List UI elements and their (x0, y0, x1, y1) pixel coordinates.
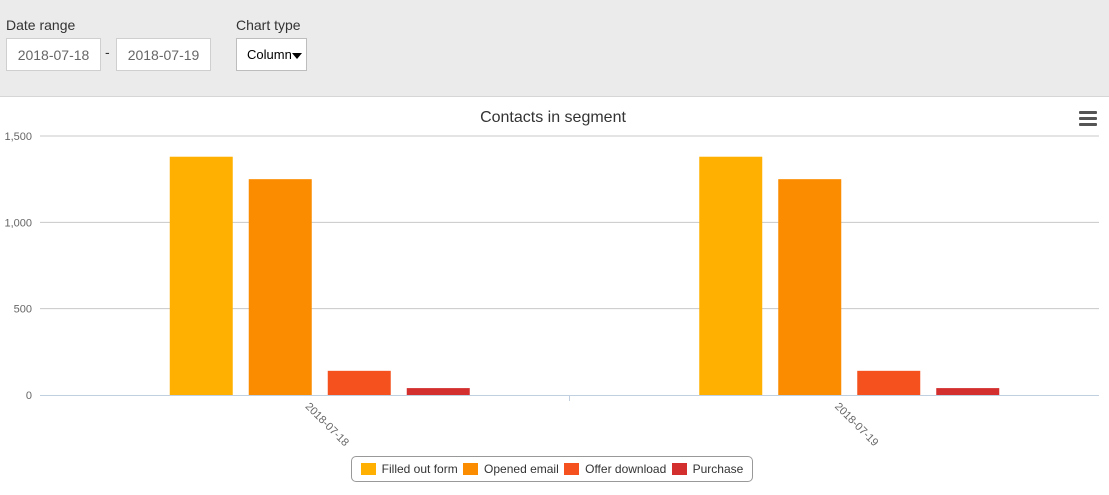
legend-label: Opened email (484, 462, 559, 476)
legend-label: Purchase (692, 462, 744, 476)
hamburger-menu-icon[interactable] (1079, 111, 1097, 127)
chart-type-label: Chart type (236, 17, 301, 33)
legend-swatch (360, 463, 376, 475)
bar (778, 179, 842, 395)
legend-swatch (463, 463, 479, 475)
y-tick-label: 500 (14, 304, 32, 316)
legend-label: Filled out form (381, 462, 458, 476)
date-to-input[interactable]: 2018-07-19 (116, 38, 211, 71)
legend-item[interactable]: Offer download (564, 462, 666, 476)
bar (327, 370, 391, 395)
bar (857, 370, 921, 395)
chart-title: Contacts in segment (480, 109, 626, 126)
y-tick-label: 1,500 (4, 131, 32, 143)
legend-item[interactable]: Opened email (463, 462, 559, 476)
chart-type-value: Column (247, 47, 292, 62)
bar (699, 156, 763, 395)
chart-type-select[interactable]: Column (236, 38, 307, 71)
legend-swatch (564, 463, 580, 475)
bar (936, 388, 1000, 395)
bar (248, 179, 312, 395)
date-from-input[interactable]: 2018-07-18 (6, 38, 101, 71)
legend-item[interactable]: Filled out form (360, 462, 458, 476)
date-range-label: Date range (6, 17, 76, 33)
legend-label: Offer download (585, 462, 667, 476)
x-tick-label: 2018-07-18 (303, 401, 351, 449)
legend-swatch (671, 463, 687, 475)
filter-toolbar: Date range 2018-07-18 - 2018-07-19 Chart… (0, 0, 1109, 97)
legend-item[interactable]: Purchase (671, 462, 744, 476)
bar (406, 388, 470, 395)
caret-down-icon (292, 53, 302, 59)
x-tick-label: 2018-07-19 (832, 401, 880, 449)
bar (169, 156, 233, 395)
y-tick-label: 0 (26, 390, 32, 402)
chart-legend: Filled out form Opened email Offer downloa… (351, 456, 753, 482)
date-separator: - (105, 44, 110, 60)
y-tick-label: 1,000 (4, 217, 32, 229)
